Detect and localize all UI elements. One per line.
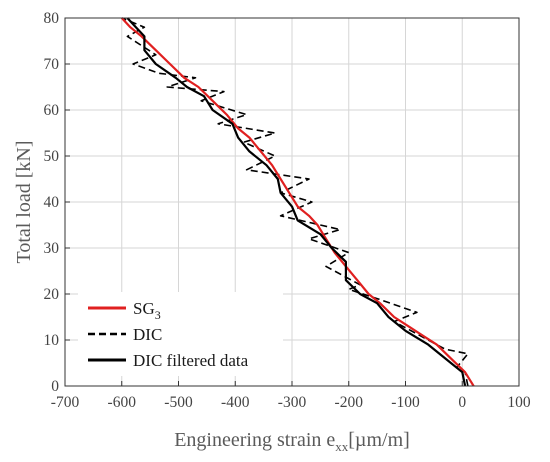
y-axis-label: Total load [kN] (13, 140, 35, 263)
y-tick-label: 80 (44, 10, 60, 27)
x-tick-label: -600 (108, 394, 137, 411)
x-tick-label: -400 (221, 394, 250, 411)
y-tick-label: 60 (44, 102, 60, 119)
x-tick-label: 0 (458, 394, 466, 411)
y-tick-label: 0 (51, 378, 59, 395)
y-tick-label: 40 (44, 194, 60, 211)
series-line-sg3 (120, 17, 475, 387)
series-line-dic-filtered (126, 17, 467, 387)
x-tick-label: 100 (507, 394, 531, 411)
legend: SG3 DIC DIC filtered data (78, 292, 283, 376)
y-tick-label: 10 (44, 332, 60, 349)
y-tick-label: 30 (44, 240, 60, 257)
x-tick-label: -700 (51, 394, 80, 411)
y-tick-label: 20 (44, 286, 60, 303)
x-tick-label: -500 (164, 394, 193, 411)
legend-label-sg3: SG3 (133, 299, 161, 322)
x-axis-label: Engineering strain exx[µm/m] (174, 429, 410, 454)
x-tick-label: -200 (335, 394, 364, 411)
y-tick-label: 50 (44, 148, 60, 165)
y-tick-label: 70 (44, 56, 60, 73)
legend-label-dic: DIC (133, 325, 162, 344)
x-tick-label: -100 (391, 394, 420, 411)
legend-label-dic-filtered: DIC filtered data (133, 351, 249, 370)
series-lines (120, 17, 475, 387)
axis-ticks: -700 -600 -500 -400 -300 -200 -100 0 100 0 10 20 30 4… (44, 10, 531, 411)
x-tick-label: -300 (278, 394, 307, 411)
